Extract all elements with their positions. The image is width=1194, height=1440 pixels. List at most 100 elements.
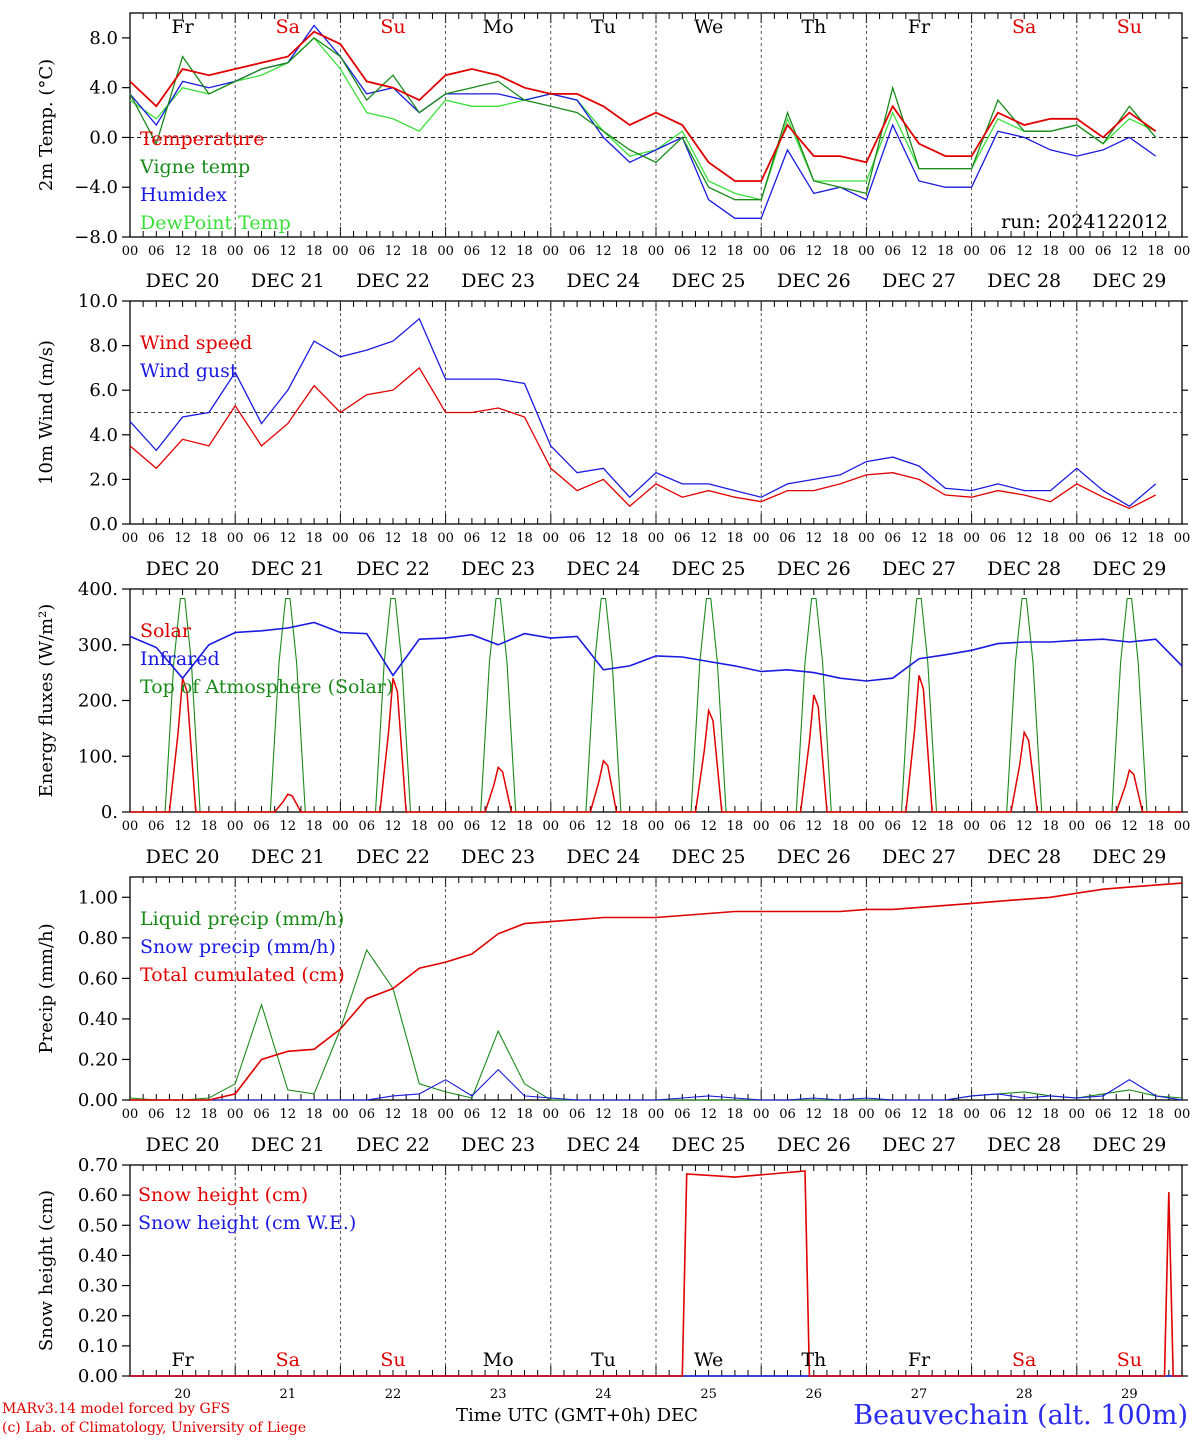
series-line-blue xyxy=(129,317,1157,507)
hour-label: 06 xyxy=(358,1107,375,1122)
hour-label: 12 xyxy=(385,531,402,546)
hour-label: 12 xyxy=(595,819,612,834)
hour-label: 06 xyxy=(569,1107,586,1122)
date-label: DEC 25 xyxy=(672,846,746,868)
day-name: Mo xyxy=(483,1349,514,1371)
toa-solar-line xyxy=(761,597,867,813)
hour-label: 12 xyxy=(490,819,507,834)
hour-label: 06 xyxy=(990,1107,1007,1122)
station-name: Beauvechain (alt. 100m) xyxy=(853,1400,1188,1431)
date-label: DEC 26 xyxy=(777,1134,851,1156)
y-tick-label: 200. xyxy=(78,691,118,712)
hour-label: 18 xyxy=(621,244,638,259)
y-tick-label: 0.20 xyxy=(78,1306,118,1327)
solar-line xyxy=(1076,768,1182,813)
solar-line xyxy=(866,675,972,813)
hour-label: 00 xyxy=(332,531,349,546)
day-name: Th xyxy=(801,1349,826,1371)
hour-label: 12 xyxy=(490,531,507,546)
day-name: Tu xyxy=(591,16,616,38)
hour-label: 00 xyxy=(543,1107,560,1122)
hour-label: 12 xyxy=(490,244,507,259)
hour-label: 06 xyxy=(569,244,586,259)
hour-label: 12 xyxy=(911,1107,928,1122)
hour-label: 18 xyxy=(306,1107,323,1122)
day-name: We xyxy=(694,1349,723,1371)
y-tick-label: 10.0 xyxy=(78,291,118,312)
hour-label: 18 xyxy=(516,244,533,259)
hour-label: 18 xyxy=(621,531,638,546)
hour-label: 00 xyxy=(648,531,665,546)
day-name: Fr xyxy=(171,16,194,38)
date-label: DEC 22 xyxy=(356,270,430,292)
hour-label: 06 xyxy=(148,819,165,834)
panel-4: 1.00 0.80 0.60 0.40 0.20 0.00 Precip (mm/h) 00 0… xyxy=(36,876,1190,1156)
day-name: Fr xyxy=(908,1349,931,1371)
solar-line xyxy=(445,765,551,813)
date-label: DEC 24 xyxy=(566,270,640,292)
day-number: 25 xyxy=(700,1387,717,1402)
hour-label: 06 xyxy=(358,531,375,546)
legend-entry: Snow height (cm W.E.) xyxy=(138,1212,356,1234)
y-tick-label: 0.50 xyxy=(78,1215,118,1236)
legend-entry: Wind gust xyxy=(140,360,238,382)
hour-label: 18 xyxy=(306,819,323,834)
hour-label: 18 xyxy=(1147,531,1164,546)
hour-label: 18 xyxy=(727,244,744,259)
y-tick-label: 0.40 xyxy=(78,1009,118,1030)
hour-label: 06 xyxy=(1095,819,1112,834)
hour-label: 00 xyxy=(332,819,349,834)
hour-label: 12 xyxy=(700,1107,717,1122)
solar-line xyxy=(761,694,867,813)
solar-line xyxy=(235,793,341,813)
date-label: DEC 24 xyxy=(566,846,640,868)
hour-label: 12 xyxy=(700,531,717,546)
toa-solar-line xyxy=(445,597,551,813)
day-number: 22 xyxy=(385,1387,402,1402)
y-tick-label: 100. xyxy=(78,746,118,767)
hour-label: 06 xyxy=(779,244,796,259)
date-label: DEC 27 xyxy=(882,846,956,868)
hour-label: 12 xyxy=(385,244,402,259)
hour-label: 00 xyxy=(437,819,454,834)
solar-line xyxy=(971,729,1077,813)
run-annotation: run: 2024122012 xyxy=(1001,211,1168,233)
infrared-line xyxy=(129,621,1183,682)
hour-label: 00 xyxy=(648,1107,665,1122)
day-number: 26 xyxy=(806,1387,823,1402)
hour-label: 18 xyxy=(516,531,533,546)
y-tick-label: 300. xyxy=(78,635,118,656)
hour-label: 12 xyxy=(911,531,928,546)
hour-label: 00 xyxy=(1174,531,1191,546)
hour-label: 18 xyxy=(306,244,323,259)
y-tick-label: 6.0 xyxy=(89,380,118,401)
hour-label: 18 xyxy=(832,819,849,834)
day-number: 21 xyxy=(280,1387,297,1402)
toa-solar-line xyxy=(235,597,341,813)
legend-entry: Snow height (cm) xyxy=(138,1184,308,1206)
hour-label: 00 xyxy=(122,1107,139,1122)
date-label: DEC 25 xyxy=(672,1134,746,1156)
hour-label: 12 xyxy=(806,244,823,259)
hour-label: 00 xyxy=(648,819,665,834)
day-name: Su xyxy=(1117,1349,1142,1371)
day-name: Fr xyxy=(171,1349,194,1371)
y-tick-label: 8.0 xyxy=(89,28,118,49)
day-name: Su xyxy=(380,16,405,38)
hour-label: 06 xyxy=(674,819,691,834)
y-tick-label: 0.30 xyxy=(78,1276,118,1297)
series-line-red xyxy=(130,1170,1182,1377)
hour-label: 00 xyxy=(648,244,665,259)
hour-label: 06 xyxy=(464,819,481,834)
hour-label: 12 xyxy=(174,244,191,259)
hour-label: 06 xyxy=(358,244,375,259)
hour-label: 12 xyxy=(700,819,717,834)
hour-label: 00 xyxy=(753,1107,770,1122)
hour-label: 06 xyxy=(1095,244,1112,259)
hour-label: 18 xyxy=(201,819,218,834)
hour-label: 18 xyxy=(516,1107,533,1122)
hour-label: 12 xyxy=(595,1107,612,1122)
hour-label: 18 xyxy=(1042,531,1059,546)
date-label: DEC 22 xyxy=(356,1134,430,1156)
